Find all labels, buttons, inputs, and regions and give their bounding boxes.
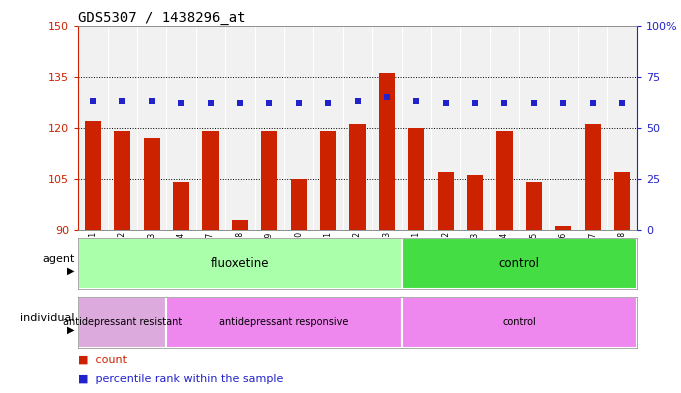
Bar (78, 26, 108, 230)
Bar (166, 26, 196, 230)
Bar (85, 121, 101, 230)
Bar (408, 128, 424, 230)
Bar (379, 73, 395, 230)
Bar (343, 26, 373, 230)
Bar (373, 26, 402, 230)
Bar (78, 238, 402, 289)
Bar (467, 175, 483, 230)
Text: fluoxetine: fluoxetine (210, 257, 269, 270)
Text: ▶: ▶ (67, 266, 75, 276)
Bar (291, 179, 307, 230)
Bar (202, 131, 219, 230)
Bar (262, 131, 277, 230)
Text: ▶: ▶ (67, 325, 75, 335)
Bar (232, 220, 248, 230)
Bar (402, 297, 637, 348)
Text: ■  count: ■ count (78, 354, 127, 365)
Bar (114, 131, 131, 230)
Bar (526, 182, 542, 230)
Bar (225, 26, 255, 230)
Bar (349, 124, 366, 230)
Bar (555, 226, 571, 230)
Bar (255, 26, 284, 230)
Bar (284, 26, 313, 230)
Text: individual: individual (20, 313, 75, 323)
Bar (108, 26, 137, 230)
Bar (460, 26, 490, 230)
Bar (438, 172, 454, 230)
Bar (614, 172, 630, 230)
Bar (137, 26, 166, 230)
Bar (490, 26, 519, 230)
Text: agent: agent (42, 254, 75, 264)
Text: antidepressant resistant: antidepressant resistant (63, 317, 182, 327)
Bar (549, 26, 578, 230)
Text: GDS5307 / 1438296_at: GDS5307 / 1438296_at (78, 11, 246, 24)
Bar (144, 138, 160, 230)
Text: control: control (503, 317, 536, 327)
Bar (578, 26, 607, 230)
Bar (166, 297, 402, 348)
Bar (78, 297, 166, 348)
Bar (196, 26, 225, 230)
Bar (607, 26, 637, 230)
Bar (496, 131, 513, 230)
Bar (402, 26, 431, 230)
Bar (431, 26, 460, 230)
Bar (584, 124, 601, 230)
Text: antidepressant responsive: antidepressant responsive (219, 317, 349, 327)
Bar (313, 26, 343, 230)
Bar (519, 26, 549, 230)
Bar (173, 182, 189, 230)
Bar (320, 131, 336, 230)
Bar (402, 238, 637, 289)
Text: control: control (498, 257, 539, 270)
Text: ■  percentile rank within the sample: ■ percentile rank within the sample (78, 374, 284, 384)
